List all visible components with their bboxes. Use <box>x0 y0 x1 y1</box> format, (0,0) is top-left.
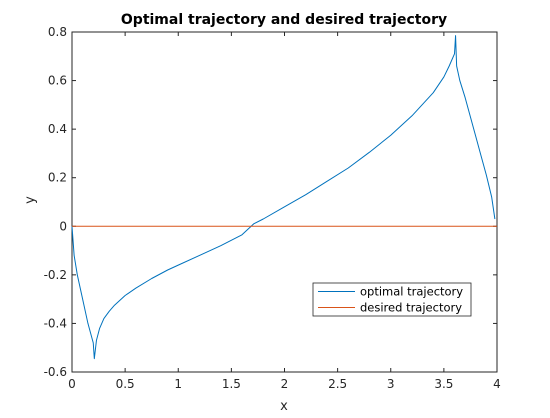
y-axis-label: y <box>23 196 38 204</box>
y-tick-label: 0.2 <box>48 171 67 185</box>
legend-box <box>312 282 472 317</box>
legend-label-optimal-trajectory: optimal trajectory <box>360 285 463 299</box>
y-tick-label: 0.4 <box>48 122 67 136</box>
x-axis-ticks: 0 0.5 1 1.5 2 2.5 3 3.5 4 <box>68 32 501 391</box>
series-line-optimal-trajectory <box>71 35 496 360</box>
x-tick-label: 1 <box>174 377 182 391</box>
y-tick-label: -0.2 <box>44 268 67 282</box>
x-tick-label: 2.5 <box>328 377 347 391</box>
plot-area <box>71 31 498 373</box>
x-tick-label: 4 <box>493 377 501 391</box>
x-tick-label: 1.5 <box>222 377 241 391</box>
y-tick-label: 0.8 <box>48 25 67 39</box>
x-axis-label: x <box>280 399 288 414</box>
y-axis-ticks: -0.6 -0.4 -0.2 0 0.2 0.4 0.6 0.8 <box>44 25 497 379</box>
x-tick-label: 2 <box>281 377 289 391</box>
legend-label-desired-trajectory: desired trajectory <box>360 301 462 315</box>
series-layer <box>71 35 497 360</box>
x-tick-label: 3 <box>387 377 395 391</box>
x-tick-label: 0 <box>68 377 76 391</box>
y-tick-label: -0.6 <box>44 365 67 379</box>
x-tick-label: 3.5 <box>434 377 453 391</box>
chart-title: Optimal trajectory and desired trajector… <box>121 12 447 28</box>
y-tick-label: 0.6 <box>48 74 67 88</box>
y-tick-label: 0 <box>59 219 67 233</box>
legend: optimal trajectory desired trajectory <box>312 282 472 317</box>
x-tick-label: 0.5 <box>116 377 135 391</box>
y-tick-label: -0.4 <box>44 316 67 330</box>
